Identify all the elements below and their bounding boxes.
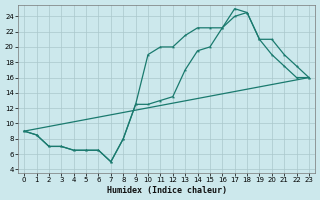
X-axis label: Humidex (Indice chaleur): Humidex (Indice chaleur) — [107, 186, 227, 195]
